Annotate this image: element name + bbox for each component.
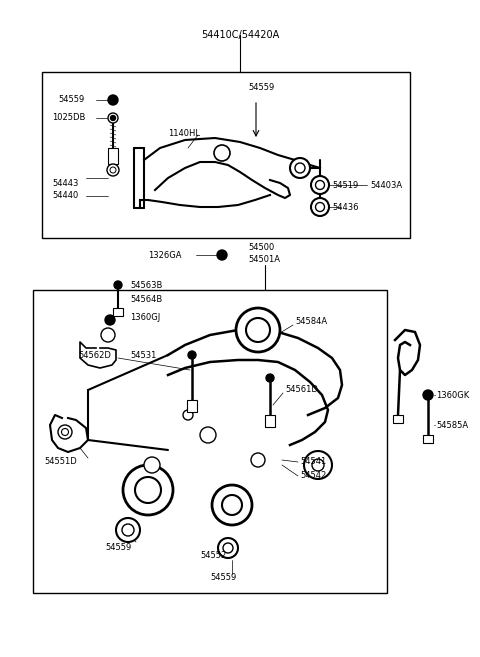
Circle shape (123, 465, 173, 515)
Circle shape (101, 328, 115, 342)
Circle shape (110, 167, 116, 173)
Circle shape (61, 428, 69, 436)
Bar (187, 400, 197, 412)
Circle shape (188, 351, 196, 359)
Text: 54500: 54500 (248, 242, 274, 252)
Text: 1360GJ: 1360GJ (130, 313, 160, 323)
Text: 54501A: 54501A (248, 256, 280, 265)
Circle shape (423, 390, 433, 400)
Circle shape (107, 164, 119, 176)
Text: 1360GK: 1360GK (436, 390, 469, 399)
Text: 54541: 54541 (300, 457, 326, 466)
Text: 54403A: 54403A (370, 181, 402, 189)
Circle shape (217, 250, 227, 260)
Bar (108, 148, 118, 164)
Circle shape (311, 198, 329, 216)
Circle shape (212, 485, 252, 525)
Bar (265, 415, 275, 427)
Circle shape (108, 113, 118, 123)
Text: 54552: 54552 (200, 551, 226, 560)
Circle shape (183, 410, 193, 420)
Text: 1326GA: 1326GA (148, 250, 181, 260)
Circle shape (122, 524, 134, 536)
Circle shape (236, 308, 280, 352)
Text: 1025DB: 1025DB (52, 114, 85, 122)
Circle shape (315, 202, 324, 212)
Circle shape (304, 451, 332, 479)
Circle shape (108, 95, 118, 105)
Circle shape (58, 425, 72, 439)
Text: 54562D: 54562D (78, 350, 111, 359)
Circle shape (114, 281, 122, 289)
Circle shape (214, 145, 230, 161)
Text: 54542: 54542 (300, 472, 326, 480)
Circle shape (246, 318, 270, 342)
Circle shape (251, 453, 265, 467)
Bar (113, 308, 123, 316)
Circle shape (290, 158, 310, 178)
Circle shape (312, 459, 324, 471)
Circle shape (222, 495, 242, 515)
Circle shape (110, 116, 116, 120)
Circle shape (135, 477, 161, 503)
Text: 54531: 54531 (130, 350, 156, 359)
Text: 54551D: 54551D (44, 457, 77, 466)
Circle shape (315, 181, 324, 189)
Text: 54563B: 54563B (130, 281, 162, 290)
Text: 54585A: 54585A (436, 420, 468, 430)
Text: 54559: 54559 (58, 95, 84, 104)
Circle shape (126, 528, 130, 532)
Text: 54436: 54436 (332, 202, 359, 212)
Text: 54559: 54559 (105, 543, 131, 553)
Text: 54443: 54443 (52, 179, 78, 187)
Bar (423, 435, 433, 443)
Text: 54440: 54440 (52, 191, 78, 200)
Text: 54519: 54519 (332, 181, 358, 189)
Bar (393, 415, 403, 423)
Text: 54559: 54559 (248, 83, 274, 93)
Text: 54561D: 54561D (285, 386, 318, 394)
Circle shape (200, 427, 216, 443)
Circle shape (116, 518, 140, 542)
Bar (33, 290, 387, 593)
Circle shape (218, 538, 238, 558)
Bar (42, 72, 410, 238)
Text: 1140HL: 1140HL (168, 129, 200, 137)
Circle shape (105, 315, 115, 325)
Circle shape (266, 374, 274, 382)
Circle shape (144, 457, 160, 473)
Circle shape (311, 176, 329, 194)
Circle shape (223, 543, 233, 553)
Text: 54559: 54559 (210, 574, 236, 583)
Text: 54564B: 54564B (130, 296, 162, 304)
Circle shape (295, 163, 305, 173)
Text: 54410C/54420A: 54410C/54420A (201, 30, 279, 40)
Text: 54584A: 54584A (295, 317, 327, 327)
